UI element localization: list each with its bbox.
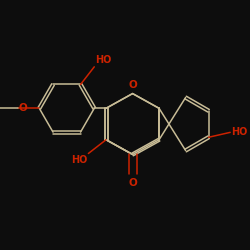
Text: O: O bbox=[19, 103, 28, 113]
Text: HO: HO bbox=[231, 127, 248, 137]
Text: HO: HO bbox=[95, 55, 112, 65]
Text: O: O bbox=[128, 178, 137, 188]
Text: O: O bbox=[128, 80, 137, 90]
Text: HO: HO bbox=[71, 156, 88, 166]
